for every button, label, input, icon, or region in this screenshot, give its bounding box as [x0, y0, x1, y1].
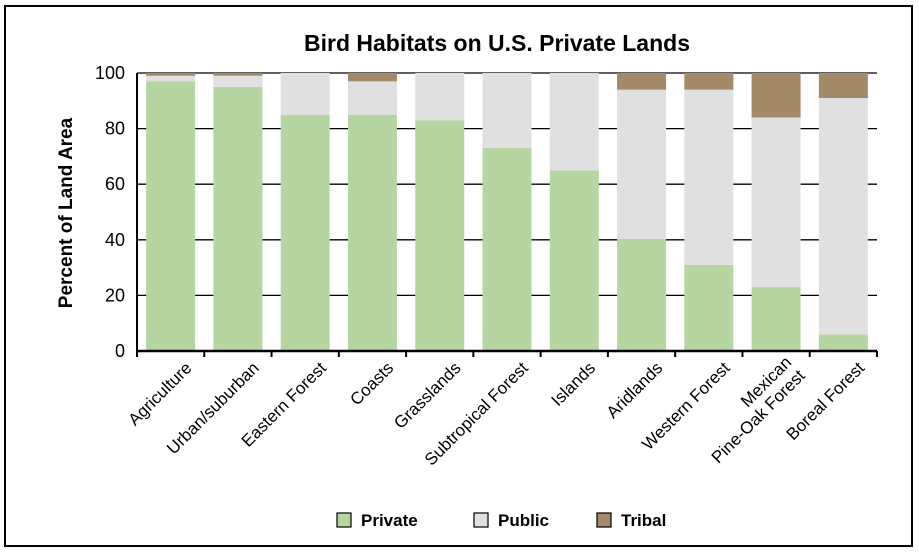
bar-segment-private	[347, 114, 397, 351]
bar-segment-tribal	[751, 73, 801, 118]
bar-segment-private	[213, 86, 263, 352]
legend-label-public: Public	[498, 511, 549, 530]
y-tick-label: 0	[115, 341, 125, 361]
y-tick-label: 100	[95, 63, 125, 83]
axes	[136, 73, 878, 357]
legend: Private Public Tribal	[336, 511, 666, 530]
bar-segment-private	[617, 239, 667, 351]
legend-swatch-private	[336, 512, 352, 528]
legend-swatch-tribal	[596, 512, 612, 528]
bar-segment-private	[549, 170, 599, 351]
bar-segment-public	[280, 73, 330, 115]
x-tick-label: Coasts	[346, 358, 397, 409]
y-axis-label: Percent of Land Area	[56, 117, 77, 308]
bar-segment-private	[818, 334, 868, 351]
bar-segment-tribal	[617, 73, 667, 90]
bar-segment-public	[213, 75, 263, 87]
bar-segment-public	[617, 89, 667, 240]
legend-swatch-public	[473, 512, 489, 528]
bar-segment-tribal	[347, 73, 397, 82]
x-tick-label: Islands	[548, 358, 600, 410]
bar-segment-tribal	[146, 73, 196, 76]
bar-segment-public	[818, 98, 868, 335]
chart-title: Bird Habitats on U.S. Private Lands	[304, 30, 690, 56]
x-tick-label: Agriculture	[125, 358, 196, 429]
legend-label-private: Private	[361, 511, 418, 530]
bar-segment-private	[482, 148, 532, 351]
legend-label-tribal: Tribal	[621, 511, 666, 530]
y-tick-label: 40	[105, 230, 125, 250]
y-tick-label: 60	[105, 174, 125, 194]
bar-segment-private	[415, 120, 465, 351]
bar-segment-tribal	[213, 73, 263, 76]
bar-segment-private	[146, 81, 196, 351]
bar-segment-public	[146, 75, 196, 82]
bar-segment-public	[684, 89, 734, 265]
bar-segment-tribal	[684, 73, 734, 90]
y-tick-labels: 0 20 40 60 80 100	[95, 63, 125, 361]
y-tick-label: 20	[105, 285, 125, 305]
bar-segment-public	[751, 117, 801, 288]
bar-segment-public	[482, 73, 532, 149]
x-tick-label: Aridlands	[603, 358, 667, 422]
bar-segment-public	[549, 73, 599, 171]
bar-segment-private	[280, 114, 330, 351]
bar-segment-tribal	[818, 73, 868, 99]
bar-segment-public	[415, 73, 465, 121]
bars	[146, 73, 868, 352]
y-tick-label: 80	[105, 119, 125, 139]
bar-segment-private	[684, 264, 734, 351]
bar-segment-public	[347, 81, 397, 115]
x-tick-label: Grasslands	[390, 358, 464, 432]
bar-segment-private	[751, 287, 801, 351]
